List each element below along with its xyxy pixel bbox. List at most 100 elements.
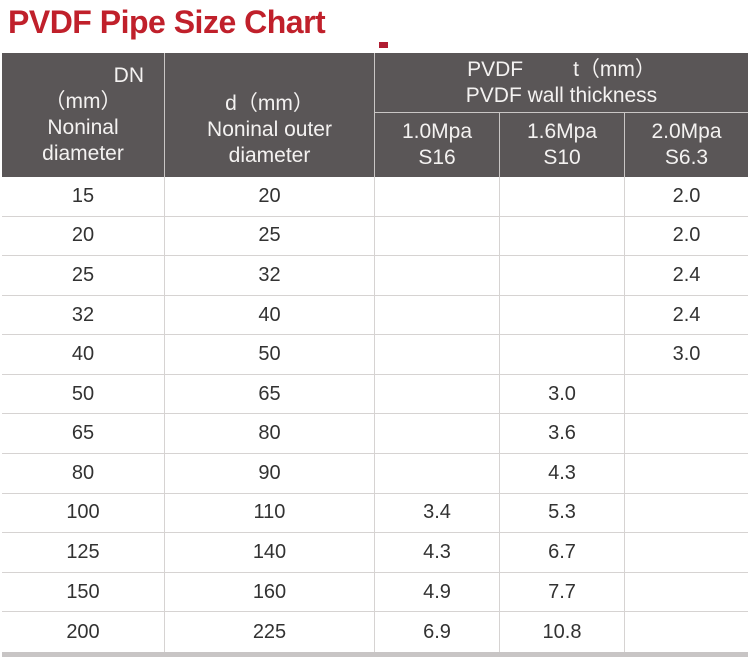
header-d-line1: d（mm） — [225, 92, 314, 115]
cell-s16: 6.9 — [375, 612, 500, 652]
cell-s16 — [375, 374, 500, 414]
cell-s10: 3.0 — [500, 374, 625, 414]
cell-dn: 125 — [2, 533, 165, 572]
cell-s6.3 — [625, 494, 748, 533]
header-dn-line1: DN — [113, 64, 144, 87]
cell-s10: 10.8 — [500, 612, 625, 652]
cell-outer-diameter: 50 — [165, 335, 375, 374]
header-sub-pressure: 1.6Mpa — [526, 120, 598, 143]
header-d-line3: diameter — [228, 144, 311, 167]
header-sub-pressure: 1.0Mpa — [401, 120, 473, 143]
cell-s16 — [375, 256, 500, 295]
cell-s6.3: 3.0 — [672, 343, 701, 366]
cell-outer-diameter: 80 — [165, 414, 375, 454]
table-bottom-bar — [2, 652, 748, 657]
header-sub-sdr: S10 — [543, 146, 581, 169]
table-row: 32 40 2.4 — [2, 295, 748, 336]
cell-s16 — [375, 335, 500, 374]
cell-dn: 150 — [2, 572, 165, 612]
cell-s16 — [375, 414, 500, 454]
cell-s6.3 — [625, 573, 748, 612]
cell-outer-diameter: 110 — [165, 493, 375, 533]
cell-dn: 80 — [2, 454, 165, 493]
table-row: 125 140 4.3 6.7 — [2, 533, 748, 573]
cell-s6.3: 2.0 — [672, 184, 701, 207]
header-sub-pressure: 2.0Mpa — [651, 120, 722, 143]
cell-s6.3: 2.0 — [672, 224, 701, 247]
cell-s16 — [375, 454, 500, 493]
table-row: 50 65 3.0 — [2, 374, 748, 415]
cell-s6.3 — [625, 533, 748, 572]
cell-dn: 65 — [2, 414, 165, 454]
table-header: DN （mm） Noninal diameter d（mm） Noninal o… — [2, 53, 748, 177]
cell-s16 — [375, 216, 500, 256]
cell-outer-diameter: 90 — [165, 454, 375, 493]
table-body: 15 20 2.0 20 25 2.0 25 32 2.4 32 40 2.4 40 50 3.0 50 65 3… — [2, 177, 748, 652]
table-row: 100 110 3.4 5.3 — [2, 493, 748, 534]
cell-s6.3 — [625, 414, 748, 453]
header-sub-1.6mpa: 1.6Mpa S10 — [500, 113, 625, 177]
header-group-line1: PVDF t（mm） — [375, 57, 748, 83]
table-row: 40 50 3.0 — [2, 335, 748, 375]
header-cell-dn: DN （mm） Noninal diameter — [2, 53, 165, 177]
header-group-wall-thickness: PVDF t（mm） PVDF wall thickness — [375, 53, 748, 113]
cell-s10 — [500, 295, 625, 335]
header-group-pvdf-label: PVDF — [467, 57, 524, 81]
cell-s16: 3.4 — [375, 493, 500, 533]
cell-dn: 20 — [2, 216, 165, 256]
cell-s6.3 — [625, 454, 748, 493]
header-d-line2: Noninal outer — [207, 118, 332, 141]
cell-s16: 4.9 — [375, 572, 500, 612]
header-cell-outer-diameter: d（mm） Noninal outer diameter — [165, 53, 375, 177]
cell-s10: 3.6 — [500, 414, 625, 454]
cell-s10: 4.3 — [500, 454, 625, 493]
cell-s6.3: 2.4 — [672, 303, 701, 326]
cell-s10: 5.3 — [500, 493, 625, 533]
cell-outer-diameter: 140 — [165, 533, 375, 572]
table-row: 25 32 2.4 — [2, 256, 748, 296]
cell-s10: 7.7 — [500, 572, 625, 612]
page-title: PVDF Pipe Size Chart — [8, 4, 326, 40]
cell-outer-diameter: 20 — [165, 177, 375, 216]
pipe-size-table: DN （mm） Noninal diameter d（mm） Noninal o… — [2, 53, 748, 657]
header-sub-2.0mpa: 2.0Mpa S6.3 — [625, 113, 748, 177]
table-row: 150 160 4.9 7.7 — [2, 572, 748, 613]
cell-s10 — [500, 177, 625, 216]
cell-outer-diameter: 32 — [165, 256, 375, 295]
cell-s16 — [375, 177, 500, 216]
cell-dn: 200 — [2, 612, 165, 652]
table-row: 200 225 6.9 10.8 — [2, 612, 748, 652]
cell-s16: 4.3 — [375, 533, 500, 572]
cell-s10 — [500, 216, 625, 256]
table-row: 80 90 4.3 — [2, 454, 748, 494]
cell-s6.3 — [625, 375, 748, 414]
red-dot-marker — [379, 42, 388, 48]
cell-dn: 15 — [2, 177, 165, 216]
cell-dn: 50 — [2, 374, 165, 414]
cell-s6.3 — [625, 612, 748, 652]
header-dn-line4: diameter — [42, 142, 124, 165]
cell-outer-diameter: 225 — [165, 612, 375, 652]
cell-dn: 40 — [2, 335, 165, 374]
cell-outer-diameter: 160 — [165, 572, 375, 612]
header-sub-sdr: S16 — [418, 146, 456, 169]
cell-s10: 6.7 — [500, 533, 625, 572]
cell-s16 — [375, 295, 500, 335]
cell-s6.3: 2.4 — [672, 263, 701, 286]
cell-dn: 100 — [2, 493, 165, 533]
header-sub-1.0mpa: 1.0Mpa S16 — [375, 113, 500, 177]
table-row: 20 25 2.0 — [2, 216, 748, 257]
header-sub-sdr: S6.3 — [664, 146, 709, 169]
header-dn-line3: Noninal — [47, 116, 119, 139]
header-group-line2: PVDF wall thickness — [465, 83, 658, 107]
table-row: 65 80 3.6 — [2, 414, 748, 455]
cell-s10 — [500, 256, 625, 295]
cell-outer-diameter: 40 — [165, 295, 375, 335]
header-dn-line2: （mm） — [44, 90, 122, 113]
cell-dn: 25 — [2, 256, 165, 295]
table-row: 15 20 2.0 — [2, 177, 748, 217]
header-group-t-mm-label: t（mm） — [573, 57, 656, 81]
cell-dn: 32 — [2, 295, 165, 335]
cell-outer-diameter: 25 — [165, 216, 375, 256]
